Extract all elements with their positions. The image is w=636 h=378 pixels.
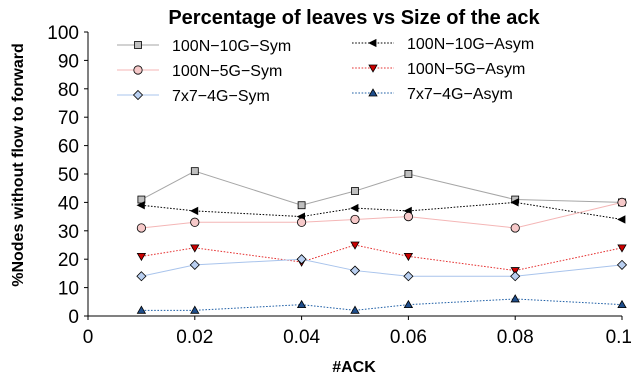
series-line bbox=[141, 299, 622, 310]
x-tick-label: 0.06 bbox=[390, 327, 427, 348]
data-point bbox=[137, 272, 146, 281]
series bbox=[137, 198, 626, 232]
legend-marker bbox=[135, 42, 142, 49]
data-point bbox=[191, 218, 199, 226]
data-point bbox=[191, 168, 198, 175]
data-point bbox=[137, 253, 145, 260]
legend-marker bbox=[369, 40, 376, 47]
y-tick-label: 10 bbox=[58, 279, 79, 300]
series bbox=[138, 168, 626, 209]
legend-entry: 7x7−4G−Asym bbox=[352, 86, 513, 103]
series-line bbox=[141, 202, 622, 228]
data-point bbox=[618, 216, 625, 223]
x-tick-label: 0 bbox=[83, 327, 94, 348]
data-point bbox=[352, 188, 359, 195]
x-tick-label: 0.02 bbox=[176, 327, 213, 348]
y-tick-label: 30 bbox=[58, 222, 79, 243]
data-point bbox=[405, 171, 412, 178]
data-point bbox=[191, 207, 198, 214]
data-point bbox=[618, 301, 626, 308]
x-tick-label: 0.1 bbox=[606, 327, 632, 348]
series-line bbox=[141, 245, 622, 271]
data-point bbox=[190, 260, 199, 269]
y-tick-label: 0 bbox=[68, 307, 79, 328]
data-point bbox=[351, 266, 360, 275]
x-tick-label: 0.04 bbox=[283, 327, 320, 348]
legend-label: 100N−10G−Asym bbox=[407, 36, 534, 53]
legend-entry: 7x7−4G−Sym bbox=[117, 88, 270, 105]
legend-marker bbox=[134, 66, 142, 74]
y-tick-label: 90 bbox=[58, 51, 79, 72]
series bbox=[137, 295, 626, 313]
series bbox=[137, 242, 626, 275]
legend-label: 100N−10G−Sym bbox=[172, 38, 291, 55]
legend-entry: 100N−5G−Sym bbox=[117, 63, 282, 80]
series-line bbox=[141, 259, 622, 276]
legend-label: 7x7−4G−Asym bbox=[407, 86, 513, 103]
legend-entry: 100N−10G−Asym bbox=[352, 36, 534, 53]
data-point bbox=[298, 202, 305, 209]
x-tick-label: 0.08 bbox=[497, 327, 534, 348]
data-point bbox=[351, 205, 358, 212]
series-layer bbox=[137, 168, 627, 314]
data-point bbox=[404, 212, 412, 220]
legend: 100N−10G−Sym 100N−10G−Asym 100N−5G−Sym 100N… bbox=[117, 36, 534, 105]
legend-label: 100N−5G−Asym bbox=[407, 61, 525, 78]
data-point bbox=[404, 272, 413, 281]
series-line bbox=[141, 171, 622, 205]
data-point bbox=[297, 255, 306, 264]
data-point bbox=[404, 301, 412, 308]
data-point bbox=[137, 224, 145, 232]
y-axis-label: %Nodes without flow to forward bbox=[10, 43, 27, 287]
data-point bbox=[297, 218, 305, 226]
data-point bbox=[618, 260, 627, 269]
data-point bbox=[137, 306, 145, 313]
legend-entry: 100N−5G−Asym bbox=[352, 61, 525, 78]
chart-title: Percentage of leaves vs Size of the ack bbox=[168, 7, 540, 29]
series-line bbox=[141, 202, 622, 219]
legend-entry: 100N−10G−Sym bbox=[117, 38, 291, 55]
data-point bbox=[618, 198, 626, 206]
y-tick-label: 60 bbox=[58, 137, 79, 158]
y-tick-label: 40 bbox=[58, 193, 79, 214]
data-point bbox=[511, 295, 519, 302]
y-tick-label: 70 bbox=[58, 108, 79, 129]
y-tick-label: 20 bbox=[58, 250, 79, 271]
data-point bbox=[511, 224, 519, 232]
y-tick-label: 50 bbox=[58, 165, 79, 186]
data-point bbox=[191, 306, 199, 313]
legend-marker bbox=[134, 91, 143, 100]
data-point bbox=[511, 272, 520, 281]
y-tick-label: 100 bbox=[47, 23, 79, 44]
legend-label: 100N−5G−Sym bbox=[172, 63, 282, 80]
x-axis-label: #ACK bbox=[332, 359, 376, 376]
y-tick-label: 80 bbox=[58, 80, 79, 101]
data-point bbox=[351, 215, 359, 223]
data-point bbox=[298, 301, 306, 308]
series bbox=[137, 255, 627, 281]
legend-label: 7x7−4G−Sym bbox=[172, 88, 270, 105]
